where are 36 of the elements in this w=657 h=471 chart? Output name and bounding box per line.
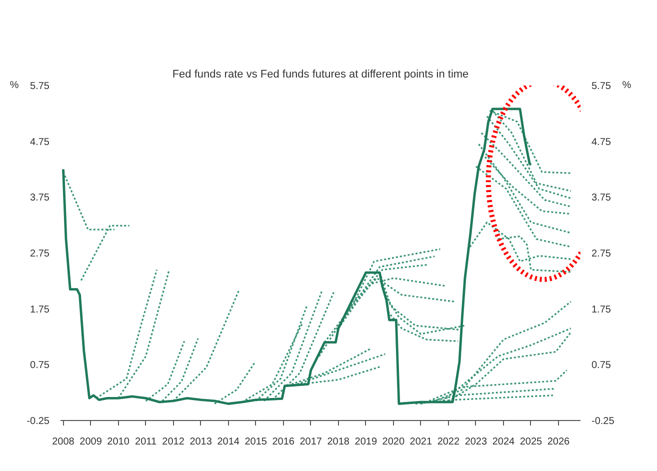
y2-tick-label: 3.75 xyxy=(592,192,612,204)
x-tick-label: 2016 xyxy=(272,436,295,448)
y2-axis-title: % xyxy=(622,80,632,91)
y2-tick-label: 5.75 xyxy=(592,81,612,92)
x-tick-label: 2021 xyxy=(410,436,432,448)
x-tick-label: 2017 xyxy=(300,436,322,448)
y2-tick-label: 2.75 xyxy=(592,248,612,260)
x-tick-label: 2026 xyxy=(547,436,570,448)
y2-tick-label: -0.25 xyxy=(592,416,615,427)
x-tick-label: 2022 xyxy=(437,436,460,448)
x-tick-label: 2023 xyxy=(464,436,488,448)
chart-title: Fed funds rate vs Fed funds futures at different points in time xyxy=(172,68,469,80)
y-tick-label: 1.75 xyxy=(30,304,50,316)
y2-tick-label: 1.75 xyxy=(592,304,612,316)
x-tick-label: 2015 xyxy=(244,436,268,448)
y-tick-label: 2.75 xyxy=(30,248,50,260)
x-tick-label: 2011 xyxy=(135,436,157,448)
x-tick-label: 2019 xyxy=(354,436,378,448)
y-tick-label: 4.75 xyxy=(30,136,50,148)
y-axis-title: % xyxy=(10,80,19,91)
y-tick-label: 5.75 xyxy=(30,81,50,92)
y2-tick-label: 4.75 xyxy=(592,136,612,148)
y-tick-label: -0.25 xyxy=(26,416,50,427)
x-tick-label: 2025 xyxy=(520,436,543,448)
x-tick-label: 2014 xyxy=(217,436,240,448)
y-tick-label: 3.75 xyxy=(30,192,50,204)
x-tick-label: 2024 xyxy=(492,436,516,448)
y-tick-label: 0.75 xyxy=(30,360,50,372)
x-tick-label: 2008 xyxy=(52,436,75,448)
x-tick-label: 2013 xyxy=(190,436,212,448)
x-tick-label: 2010 xyxy=(107,436,130,448)
x-tick-label: 2012 xyxy=(162,436,185,448)
x-tick-label: 2009 xyxy=(80,436,102,448)
y2-tick-label: 0.75 xyxy=(592,360,612,372)
x-tick-label: 2020 xyxy=(382,436,405,448)
x-tick-label: 2018 xyxy=(327,436,350,448)
